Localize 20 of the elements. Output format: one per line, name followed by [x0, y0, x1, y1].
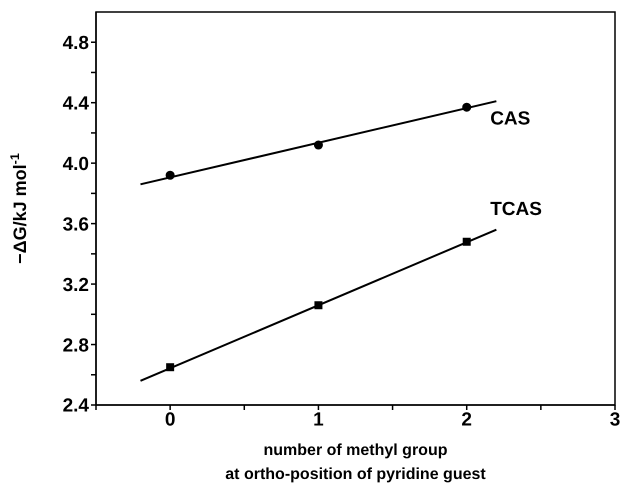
- x-tick-label: 3: [610, 409, 620, 430]
- y-tick-label: 3.6: [62, 214, 89, 236]
- series-label: TCAS: [490, 199, 542, 220]
- point: [462, 102, 472, 112]
- y-tick-label: 3.2: [62, 274, 89, 296]
- point: [166, 170, 175, 180]
- point: [314, 140, 323, 150]
- y-tick-label: 4.8: [62, 32, 89, 54]
- x-axis-title: number of methyl group at ortho-position of pyridine guest: [225, 442, 486, 483]
- x-tick-label: 1: [313, 409, 324, 430]
- x-tick-label: 0: [164, 409, 176, 430]
- series-label: CAS: [490, 108, 530, 130]
- point: [314, 301, 322, 310]
- point: [166, 363, 174, 372]
- y-tick-label: 2.8: [62, 335, 89, 356]
- y-tick-label: 4.4: [62, 93, 90, 114]
- y-tick-label: 4.0: [62, 154, 89, 175]
- y-tick-label: 2.4: [62, 396, 90, 417]
- point: [462, 238, 471, 246]
- x-tick-label: 2: [461, 409, 472, 430]
